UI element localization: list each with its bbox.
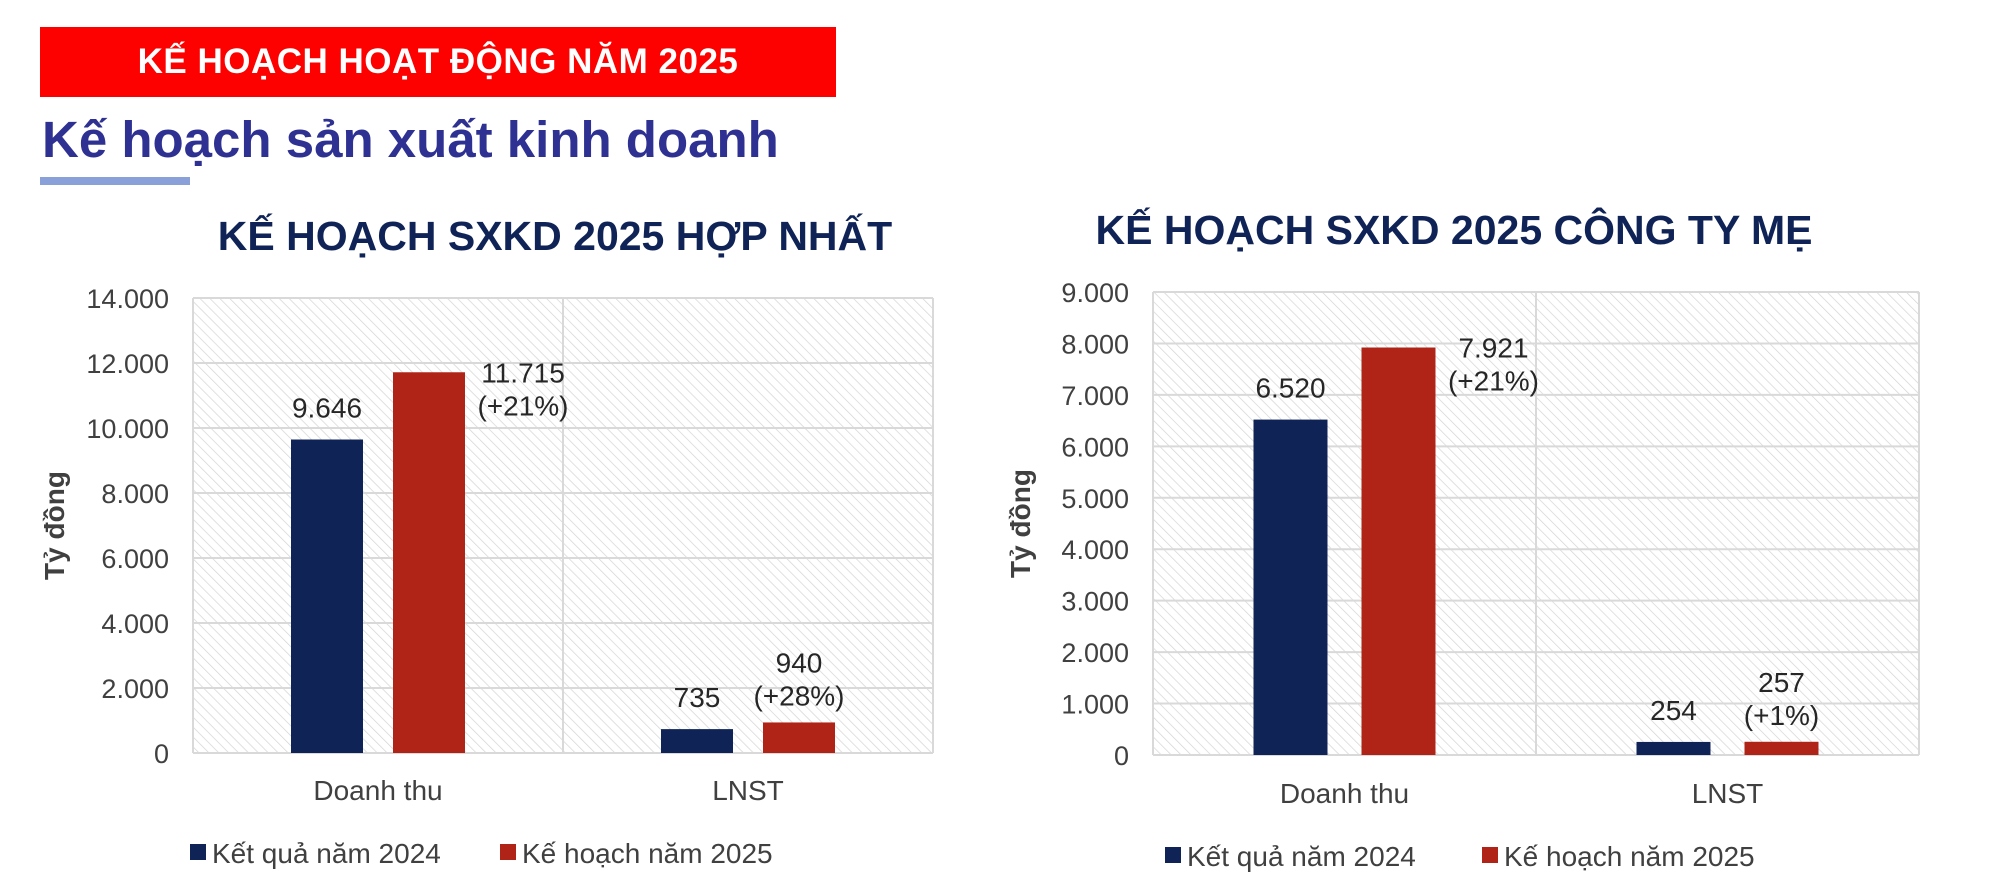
y-tick-label: 10.000: [86, 414, 169, 444]
y-tick-label: 8.000: [101, 479, 169, 509]
category-label: Doanh thu: [1280, 778, 1409, 809]
page-subtitle: Kế hoạch sản xuất kinh doanh: [42, 111, 779, 168]
chart-title: KẾ HOẠCH SXKD 2025 HỢP NHẤT: [218, 213, 892, 259]
y-tick-label: 9.000: [1061, 278, 1129, 308]
legend-label: Kế hoạch năm 2025: [1504, 841, 1755, 872]
y-tick-label: 7.000: [1061, 381, 1129, 411]
bar: [1744, 741, 1819, 755]
data-label: 257: [1758, 667, 1805, 698]
data-label: 254: [1650, 695, 1697, 726]
y-tick-label: 14.000: [86, 284, 169, 314]
y-tick-label: 0: [154, 739, 169, 769]
legend-swatch: [190, 844, 206, 860]
bar: [1253, 419, 1328, 755]
y-tick-label: 6.000: [1061, 432, 1129, 462]
y-tick-label: 0: [1114, 741, 1129, 771]
data-label: 940: [776, 647, 823, 678]
y-tick-label: 5.000: [1061, 484, 1129, 514]
data-label-change: (+21%): [1448, 366, 1539, 397]
chart-1: KẾ HOẠCH SXKD 2025 HỢP NHẤT 0 2.000 4.000 6.…: [39, 213, 934, 869]
legend-label: Kế hoạch năm 2025: [522, 838, 773, 869]
data-label: 735: [674, 682, 721, 713]
charts-root: KẾ HOẠCH SXKD 2025 HỢP NHẤT 0 2.000 4.000 6.…: [39, 207, 1920, 872]
y-tick-label: 8.000: [1061, 329, 1129, 359]
y-tick-label: 12.000: [86, 349, 169, 379]
y-tick-label: 4.000: [101, 609, 169, 639]
bar: [763, 722, 835, 753]
category-label: LNST: [1692, 778, 1764, 809]
legend-swatch: [500, 844, 516, 860]
subtitle-underline: [40, 177, 190, 185]
bar: [1361, 347, 1436, 755]
data-label: 9.646: [292, 393, 362, 424]
data-label-change: (+1%): [1744, 700, 1819, 731]
legend-label: Kết quả năm 2024: [212, 838, 441, 869]
legend-swatch: [1165, 847, 1181, 863]
data-label: 11.715: [481, 357, 565, 388]
y-tick-label: 6.000: [101, 544, 169, 574]
data-label: 6.520: [1255, 373, 1325, 404]
y-tick-label: 4.000: [1061, 535, 1129, 565]
chart-2: KẾ HOẠCH SXKD 2025 CÔNG TY MẸ 0 1.000 2.000…: [1005, 207, 1920, 872]
chart-title: KẾ HOẠCH SXKD 2025 CÔNG TY MẸ: [1096, 207, 1813, 253]
bar: [393, 372, 465, 753]
y-tick-label: 1.000: [1061, 690, 1129, 720]
data-label: 7.921: [1458, 333, 1528, 364]
y-tick-label: 2.000: [1061, 638, 1129, 668]
category-label: Doanh thu: [313, 775, 442, 806]
bar: [291, 439, 363, 753]
data-label-change: (+28%): [753, 680, 844, 711]
y-axis-title: Tỷ đồng: [39, 471, 70, 580]
y-axis-title: Tỷ đồng: [1005, 469, 1036, 578]
legend-label: Kết quả năm 2024: [1187, 841, 1416, 872]
bar: [661, 729, 733, 753]
bar: [1636, 741, 1711, 755]
header-banner: KẾ HOẠCH HOẠT ĐỘNG NĂM 2025: [40, 27, 836, 97]
y-tick-label: 2.000: [101, 674, 169, 704]
y-tick-label: 3.000: [1061, 587, 1129, 617]
category-label: LNST: [712, 775, 784, 806]
legend-swatch: [1482, 847, 1498, 863]
data-label-change: (+21%): [477, 390, 568, 421]
